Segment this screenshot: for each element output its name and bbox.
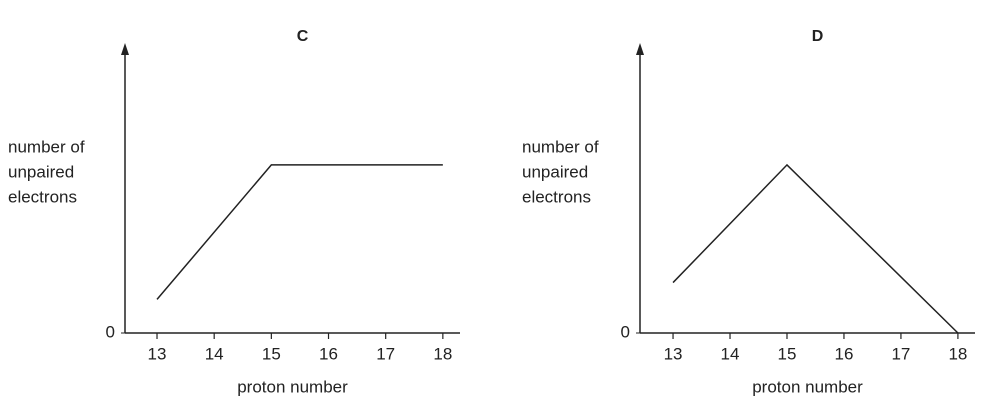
x-tick-label: 16 bbox=[319, 344, 338, 363]
y-axis-label: electrons bbox=[522, 187, 591, 206]
x-tick-label: 17 bbox=[891, 344, 910, 363]
data-line bbox=[156, 164, 443, 300]
y-tick-label: 0 bbox=[106, 322, 115, 341]
y-axis-label: number of bbox=[8, 137, 85, 156]
x-tick-label: 13 bbox=[664, 344, 683, 363]
y-tick-label: 0 bbox=[621, 322, 630, 341]
y-axis-label: unpaired bbox=[522, 162, 588, 181]
y-axis-label: number of bbox=[522, 137, 599, 156]
x-tick-label: 18 bbox=[433, 344, 452, 363]
x-tick-label: 15 bbox=[778, 344, 797, 363]
x-tick-label: 14 bbox=[205, 344, 224, 363]
chart-title: C bbox=[297, 28, 309, 45]
axis-arrow bbox=[121, 43, 129, 55]
x-tick-label: 16 bbox=[835, 344, 854, 363]
x-tick-label: 17 bbox=[376, 344, 395, 363]
axis-arrow bbox=[636, 43, 644, 55]
x-tick-label: 18 bbox=[948, 344, 967, 363]
x-tick-label: 13 bbox=[148, 344, 167, 363]
x-tick-label: 15 bbox=[262, 344, 281, 363]
x-axis-label: proton number bbox=[752, 377, 863, 396]
chart-title: D bbox=[812, 28, 824, 45]
y-axis-label: electrons bbox=[8, 187, 77, 206]
y-axis-label: unpaired bbox=[8, 162, 74, 181]
x-tick-label: 14 bbox=[721, 344, 740, 363]
x-axis-label: proton number bbox=[237, 377, 348, 396]
data-line bbox=[672, 163, 959, 334]
